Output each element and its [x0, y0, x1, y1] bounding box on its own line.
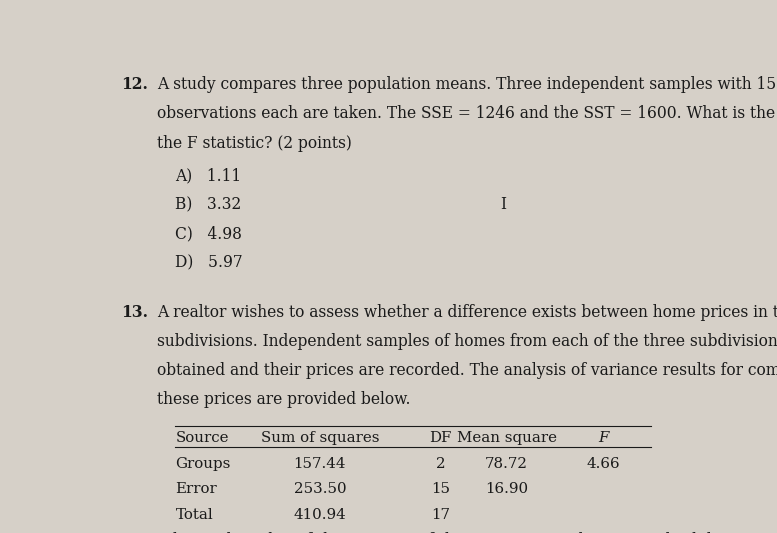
Text: F: F	[598, 431, 608, 445]
Text: 16.90: 16.90	[485, 482, 528, 496]
Text: 4.66: 4.66	[586, 456, 620, 471]
Text: 253.50: 253.50	[294, 482, 347, 496]
Text: C)   4.98: C) 4.98	[176, 225, 242, 243]
Text: Mean square: Mean square	[457, 431, 556, 445]
Text: 12.: 12.	[121, 76, 148, 93]
Text: What is the value of the estimate of the common population standard deviation of: What is the value of the estimate of the…	[157, 532, 777, 533]
Text: 13.: 13.	[121, 304, 148, 321]
Text: Error: Error	[176, 482, 217, 496]
Text: 2: 2	[436, 456, 445, 471]
Text: Total: Total	[176, 508, 213, 522]
Text: DF: DF	[429, 431, 451, 445]
Text: 410.94: 410.94	[294, 508, 347, 522]
Text: 17: 17	[431, 508, 450, 522]
Text: I: I	[500, 196, 507, 213]
Text: 157.44: 157.44	[294, 456, 347, 471]
Text: 78.72: 78.72	[485, 456, 528, 471]
Text: 15: 15	[431, 482, 450, 496]
Text: Source: Source	[176, 431, 229, 445]
Text: B)   3.32: B) 3.32	[176, 196, 242, 213]
Text: A realtor wishes to assess whether a difference exists between home prices in th: A realtor wishes to assess whether a dif…	[157, 304, 777, 321]
Text: obtained and their prices are recorded. The analysis of variance results for com: obtained and their prices are recorded. …	[157, 362, 777, 379]
Text: Sum of squares: Sum of squares	[260, 431, 379, 445]
Text: Groups: Groups	[176, 456, 231, 471]
Text: observations each are taken. The SSE = 1246 and the SST = 1600. What is the valu: observations each are taken. The SSE = 1…	[157, 106, 777, 123]
Text: the F statistic? (2 points): the F statistic? (2 points)	[157, 134, 352, 151]
Text: D)   5.97: D) 5.97	[176, 254, 243, 271]
Text: these prices are provided below.: these prices are provided below.	[157, 391, 411, 408]
Text: A study compares three population means. Three independent samples with 15: A study compares three population means.…	[157, 76, 776, 93]
Text: subdivisions. Independent samples of homes from each of the three subdivisions a: subdivisions. Independent samples of hom…	[157, 333, 777, 350]
Text: A)   1.11: A) 1.11	[176, 167, 242, 184]
